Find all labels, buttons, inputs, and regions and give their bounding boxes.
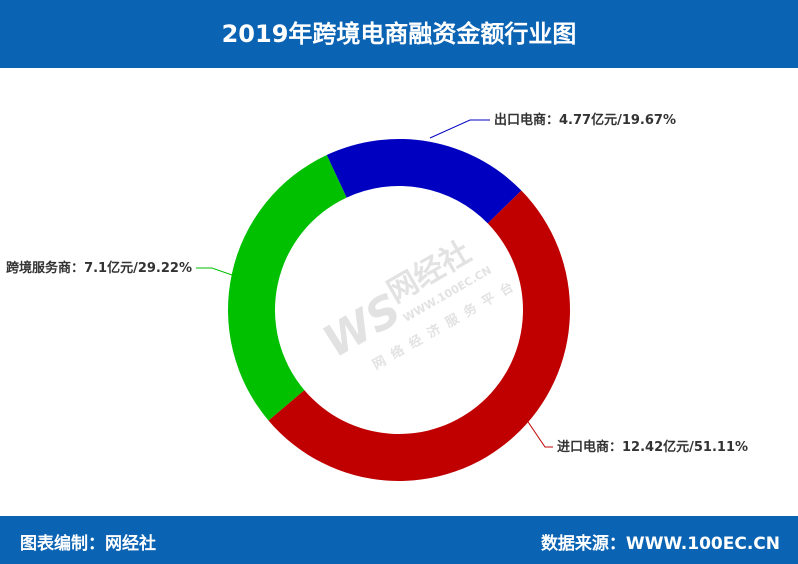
header: 2019年跨境电商融资金额行业图 xyxy=(0,0,798,68)
title: 2019年跨境电商融资金额行业图 xyxy=(221,20,577,48)
footer-left: 图表编制：网经社 xyxy=(20,534,156,554)
label-category: 跨境服务商： xyxy=(6,260,84,276)
wedge xyxy=(268,190,570,481)
wedge xyxy=(326,139,522,224)
label-category: 出口电商： xyxy=(494,112,559,128)
label-value: 12.42亿元/51.11% xyxy=(622,439,748,455)
footer-right: 数据来源：WWW.100EC.CN xyxy=(540,534,780,554)
data-label: 进口电商：12.42亿元/51.11% xyxy=(557,439,748,455)
footer: 图表编制：网经社 数据来源：WWW.100EC.CN xyxy=(0,516,798,564)
data-label: 跨境服务商：7.1亿元/29.22% xyxy=(6,260,192,276)
label-value: 4.77亿元/19.67% xyxy=(559,112,676,128)
leader-line xyxy=(429,119,490,139)
leader-line xyxy=(196,267,233,276)
data-label: 出口电商：4.77亿元/19.67% xyxy=(494,112,676,128)
label-value: 7.1亿元/29.22% xyxy=(84,260,192,276)
wedge xyxy=(227,155,347,421)
leader-line xyxy=(519,409,553,448)
label-category: 进口电商： xyxy=(557,439,622,455)
watermark: WS 网经社 WWW.100EC.CN 网络经济服务平台 xyxy=(315,235,523,373)
chart: WS 网经社 WWW.100EC.CN 网络经济服务平台 出口电商：4.77亿元… xyxy=(6,112,748,481)
